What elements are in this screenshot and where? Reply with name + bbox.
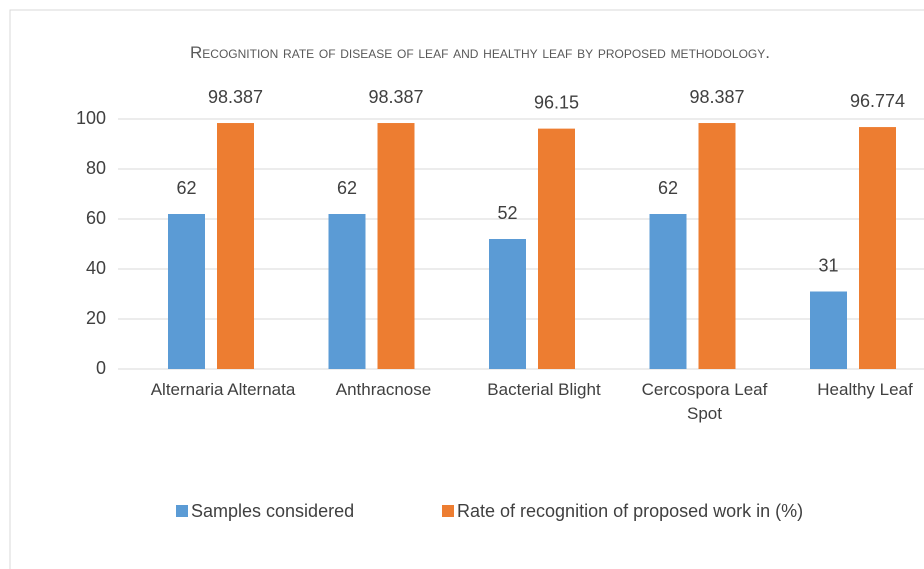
value-label: 96.15	[534, 92, 579, 112]
value-label: 96.774	[850, 91, 905, 111]
y-tick-label: 40	[86, 258, 106, 278]
value-label: 62	[658, 178, 678, 198]
bar	[649, 214, 687, 369]
y-tick-label: 0	[96, 358, 106, 378]
legend-label: Samples considered	[191, 501, 354, 521]
value-label: 98.387	[689, 87, 744, 107]
bar	[489, 239, 526, 369]
legend-swatch	[442, 505, 454, 517]
y-tick-label: 60	[86, 208, 106, 228]
value-label: 62	[176, 178, 196, 198]
value-label: 98.387	[208, 87, 263, 107]
y-tick-label: 20	[86, 308, 106, 328]
chart-title: Recognition rate of disease of leaf and …	[190, 43, 770, 62]
chart-frame	[9, 9, 924, 569]
value-label: 52	[497, 203, 517, 223]
legend-swatch	[176, 505, 188, 517]
bar	[217, 123, 254, 369]
bar	[698, 123, 736, 369]
bar	[859, 127, 896, 369]
value-label: 62	[337, 178, 357, 198]
value-label: 98.387	[368, 87, 423, 107]
value-label: 31	[818, 255, 838, 275]
bar	[538, 128, 575, 369]
bar	[168, 214, 205, 369]
y-tick-label: 100	[76, 108, 106, 128]
x-tick-label: Cercospora Leaf Spot	[641, 380, 768, 423]
x-tick-label: Bacterial Blight	[487, 380, 601, 399]
legend-label: Rate of recognition of proposed work in …	[457, 501, 803, 521]
bar	[377, 123, 415, 369]
x-tick-label: Healthy Leaf	[817, 380, 913, 399]
y-tick-label: 80	[86, 158, 106, 178]
bar	[328, 214, 366, 369]
x-tick-label: Alternaria Alternata	[150, 380, 296, 399]
x-tick-label: Anthracnose	[335, 380, 432, 399]
bar	[810, 291, 847, 369]
